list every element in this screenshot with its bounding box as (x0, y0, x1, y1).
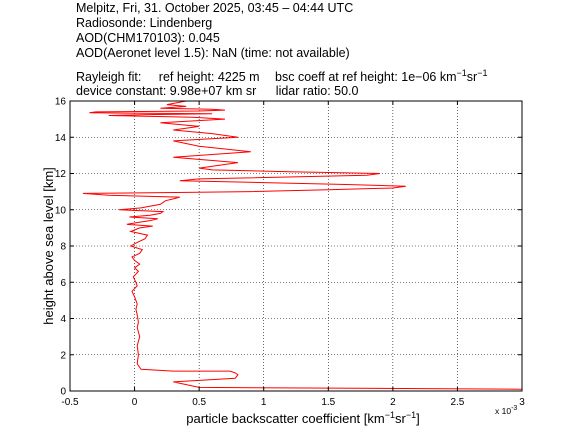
bsc-coeff-mid: sr (466, 70, 478, 85)
bsc-coeff-exp1: −1 (456, 68, 467, 78)
header-line-aod-chm: AOD(CHM170103): 0.045 (76, 31, 220, 45)
backscatter-profile-line (82, 101, 522, 390)
y-tick-label: 12 (55, 169, 67, 180)
header-line-device: device constant: 9.98e+07 km sr lidar ra… (76, 84, 358, 99)
y-tick-label: 6 (60, 278, 66, 289)
rayleigh-label: Rayleigh fit: (76, 70, 142, 85)
ref-height: ref height: 4225 m (158, 70, 260, 85)
device-constant: device constant: 9.98e+07 km sr (76, 84, 257, 98)
x-tick-label: 1 (261, 397, 267, 408)
bsc-coeff-exp2: −1 (477, 68, 488, 78)
header-line-aod-aeronet: AOD(Aeronet level 1.5): NaN (time: not a… (76, 46, 350, 60)
header-line-radiosonde: Radiosonde: Lindenberg (76, 16, 213, 30)
x-multiplier: x 10-3 (495, 405, 517, 416)
x-tick-label: 0 (132, 397, 138, 408)
y-tick-label: 0 (60, 387, 66, 398)
y-tick-label: 10 (55, 205, 67, 216)
x-tick-label: 3 (519, 397, 525, 408)
y-tick-label: 16 (55, 97, 67, 108)
y-tick-label: 14 (55, 133, 67, 144)
x-tick-label: 1.5 (321, 397, 335, 408)
x-tick-label: 2.5 (450, 397, 464, 408)
x-tick-label: 0.5 (192, 397, 206, 408)
header-line-location: Melpitz, Fri, 31. October 2025, 03:45 – … (76, 1, 354, 15)
y-tick-label: 4 (60, 314, 66, 325)
bsc-coeff: bsc coeff at ref height: 1e−06 km−1sr−1 (275, 68, 488, 85)
x-tick-label: 2 (390, 397, 396, 408)
lidar-ratio: lidar ratio: 50.0 (275, 84, 359, 98)
y-tick-label: 8 (60, 242, 66, 253)
y-axis-label: height above sea level [km] (41, 167, 56, 325)
bsc-coeff-prefix: bsc coeff at ref height: 1e−06 km (275, 70, 457, 85)
y-tick-label: 2 (60, 350, 66, 361)
x-axis-label: particle backscatter coefficient [km−1sr… (186, 410, 419, 426)
x-tick-label: -0.5 (61, 397, 79, 408)
header-line-rayleigh: Rayleigh fit: ref height: 4225 m bsc coe… (76, 66, 487, 85)
